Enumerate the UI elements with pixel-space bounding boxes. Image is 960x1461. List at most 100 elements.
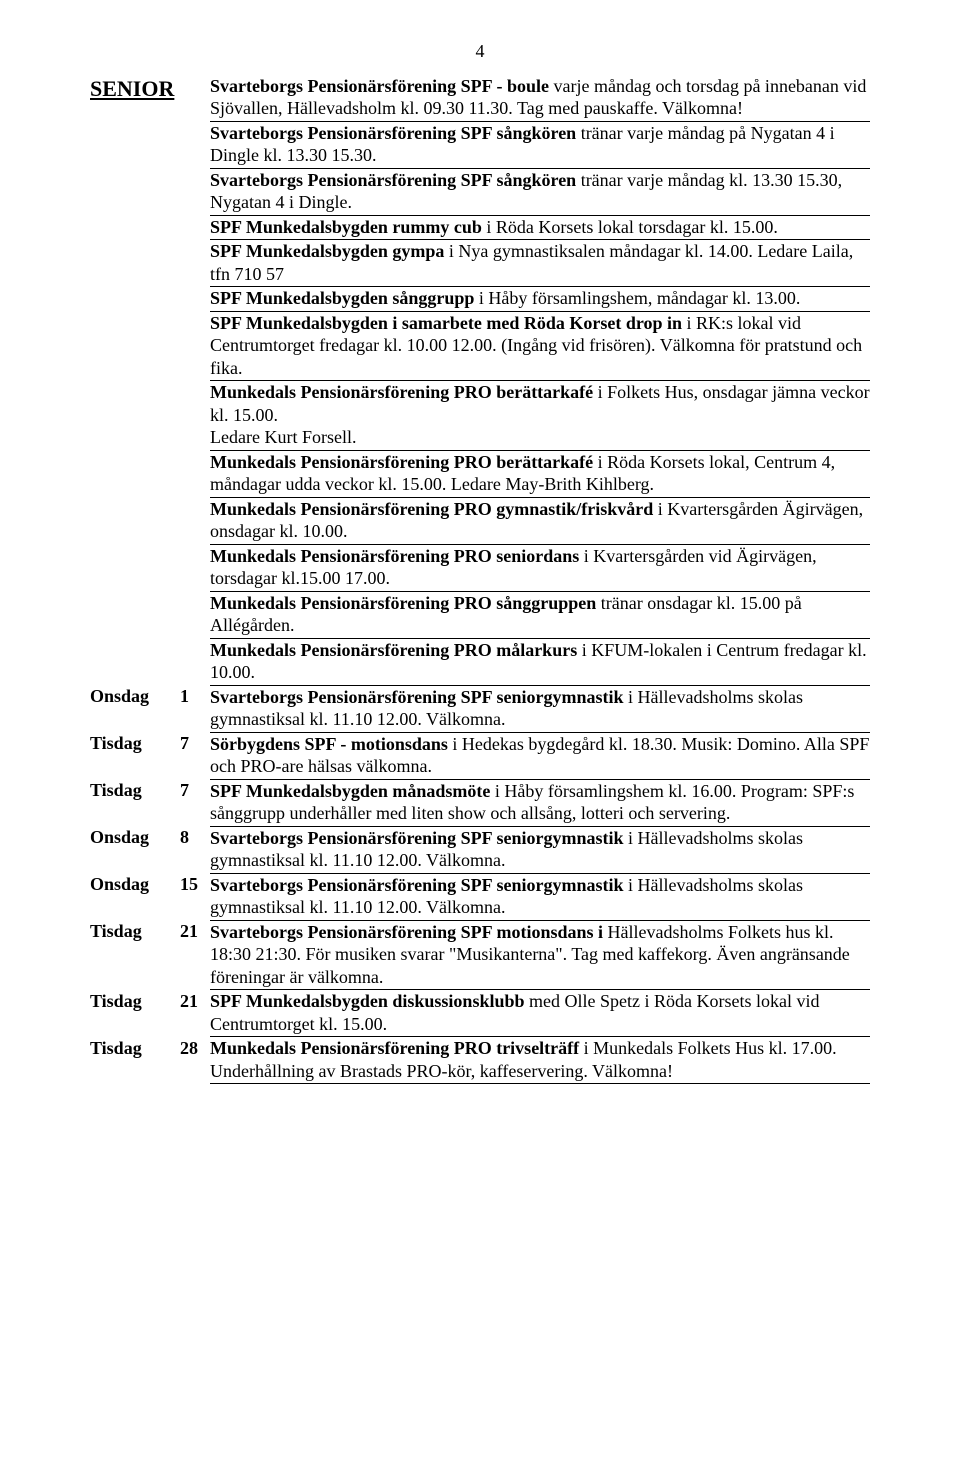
day-cell: Tisdag <box>90 990 180 1037</box>
entry-title: Svarteborgs Pensionärsförening SPF senio… <box>210 875 628 895</box>
day-cell <box>90 381 180 451</box>
entry-title: Sörbygdens SPF - motionsdans <box>210 734 452 754</box>
date-cell <box>180 638 210 685</box>
body-cell: Svarteborgs Pensionärsförening SPF - bou… <box>210 75 870 122</box>
entry-title: Munkedals Pensionärsförening PRO berätta… <box>210 382 598 402</box>
entry-text: i Håby församlingshem, måndagar kl. 13.0… <box>479 288 800 308</box>
entry-title: SPF Munkedalsbygden rummy cub <box>210 217 486 237</box>
entry-title: SPF Munkedalsbygden månadsmöte <box>210 781 495 801</box>
section-heading: SENIOR <box>90 76 174 101</box>
date-cell <box>180 381 210 451</box>
entry-title: Svarteborgs Pensionärsförening SPF sångk… <box>210 123 581 143</box>
page-number: 4 <box>90 40 870 63</box>
entry-title: SPF Munkedalsbygden gympa <box>210 241 449 261</box>
body-cell: Munkedals Pensionärsförening PRO gymnast… <box>210 497 870 544</box>
day-cell <box>90 240 180 287</box>
day-cell <box>90 287 180 312</box>
day-cell <box>90 638 180 685</box>
entry-text: i Röda Korsets lokal torsdagar kl. 15.00… <box>486 217 777 237</box>
date-cell: 28 <box>180 1037 210 1084</box>
date-cell <box>180 450 210 497</box>
day-cell: Tisdag <box>90 732 180 779</box>
body-cell: SPF Munkedalsbygden sånggrupp i Håby för… <box>210 287 870 312</box>
date-label: 8 <box>180 827 189 847</box>
table-row: Munkedals Pensionärsförening PRO målarku… <box>90 638 870 685</box>
date-cell <box>180 168 210 215</box>
entry-title: Munkedals Pensionärsförening PRO gymnast… <box>210 499 658 519</box>
entry-title: Munkedals Pensionärsförening PRO berätta… <box>210 452 598 472</box>
date-cell: 21 <box>180 990 210 1037</box>
date-cell <box>180 240 210 287</box>
date-cell <box>180 544 210 591</box>
entry-text: Ledare Kurt Forsell. <box>210 427 356 447</box>
date-label: 15 <box>180 874 198 894</box>
day-cell <box>90 168 180 215</box>
table-row: SPF Munkedalsbygden gympa i Nya gymnasti… <box>90 240 870 287</box>
entry-title: SPF Munkedalsbygden i samarbete med Röda… <box>210 313 687 333</box>
table-row: Munkedals Pensionärsförening PRO seniord… <box>90 544 870 591</box>
day-cell <box>90 497 180 544</box>
table-row: Tisdag 21 SPF Munkedalsbygden diskussionsk… <box>90 990 870 1037</box>
body-cell: SPF Munkedalsbygden i samarbete med Röda… <box>210 311 870 381</box>
body-cell: Svarteborgs Pensionärsförening SPF senio… <box>210 826 870 873</box>
day-label: Onsdag <box>90 827 149 847</box>
table-row: Munkedals Pensionärsförening PRO berätta… <box>90 381 870 451</box>
date-cell: 8 <box>180 826 210 873</box>
body-cell: Svarteborgs Pensionärsförening SPF sångk… <box>210 168 870 215</box>
entry-title: Svarteborgs Pensionärsförening SPF senio… <box>210 687 628 707</box>
body-cell: Svarteborgs Pensionärsförening SPF senio… <box>210 685 870 732</box>
entry-title: Svarteborgs Pensionärsförening SPF sångk… <box>210 170 581 190</box>
table-row: Tisdag 7Sörbygdens SPF - motionsdans i He… <box>90 732 870 779</box>
date-cell: 7 <box>180 732 210 779</box>
day-label: Onsdag <box>90 874 149 894</box>
date-cell: 21 <box>180 920 210 990</box>
entry-title: Munkedals Pensionärsförening PRO seniord… <box>210 546 584 566</box>
table-row: SENIOR Svarteborgs Pensionärsförening SPF… <box>90 75 870 122</box>
day-cell: Tisdag <box>90 779 180 826</box>
day-label: Tisdag <box>90 1038 142 1058</box>
date-label: 1 <box>180 686 189 706</box>
day-cell <box>90 591 180 638</box>
day-cell: Onsdag <box>90 826 180 873</box>
day-cell <box>90 121 180 168</box>
date-label: 28 <box>180 1038 198 1058</box>
table-row: Onsdag 8 Svarteborgs Pensionärsförening SP… <box>90 826 870 873</box>
date-cell <box>180 591 210 638</box>
body-cell: Sörbygdens SPF - motionsdans i Hedekas b… <box>210 732 870 779</box>
date-label: 21 <box>180 921 198 941</box>
day-cell <box>90 544 180 591</box>
day-cell <box>90 450 180 497</box>
table-row: Munkedals Pensionärsförening PRO sånggru… <box>90 591 870 638</box>
table-row: Munkedals Pensionärsförening PRO gymnast… <box>90 497 870 544</box>
day-label: Onsdag <box>90 686 149 706</box>
table-row: Onsdag 1 Svarteborgs Pensionärsförening SP… <box>90 685 870 732</box>
day-cell <box>90 311 180 381</box>
table-row: Munkedals Pensionärsförening PRO berätta… <box>90 450 870 497</box>
date-cell: 15 <box>180 873 210 920</box>
date-cell: 1 <box>180 685 210 732</box>
body-cell: SPF Munkedalsbygden gympa i Nya gymnasti… <box>210 240 870 287</box>
schedule-table: SENIOR Svarteborgs Pensionärsförening SPF… <box>90 75 870 1085</box>
date-cell <box>180 287 210 312</box>
body-cell: Munkedals Pensionärsförening PRO seniord… <box>210 544 870 591</box>
day-cell: Tisdag <box>90 1037 180 1084</box>
day-label: Tisdag <box>90 733 142 753</box>
body-cell: SPF Munkedalsbygden rummy cub i Röda Kor… <box>210 215 870 240</box>
date-cell: 7 <box>180 779 210 826</box>
day-label: Tisdag <box>90 991 142 1011</box>
date-label: 21 <box>180 991 198 1011</box>
date-cell <box>180 497 210 544</box>
entry-title: SPF Munkedalsbygden sånggrupp <box>210 288 479 308</box>
table-row: SPF Munkedalsbygden i samarbete med Röda… <box>90 311 870 381</box>
day-label: Tisdag <box>90 780 142 800</box>
body-cell: SPF Munkedalsbygden diskussionsklubb med… <box>210 990 870 1037</box>
entry-title: Svarteborgs Pensionärsförening SPF senio… <box>210 828 628 848</box>
day-cell: Tisdag <box>90 920 180 990</box>
entry-title: Munkedals Pensionärsförening PRO trivsel… <box>210 1038 584 1058</box>
table-row: Tisdag7SPF Munkedalsbygden månadsmöte i … <box>90 779 870 826</box>
entry-title: Svarteborgs Pensionärsförening SPF motio… <box>210 922 608 942</box>
day-cell: Onsdag <box>90 873 180 920</box>
date-cell <box>180 75 210 122</box>
table-row: Svarteborgs Pensionärsförening SPF sångk… <box>90 168 870 215</box>
day-label: Tisdag <box>90 921 142 941</box>
